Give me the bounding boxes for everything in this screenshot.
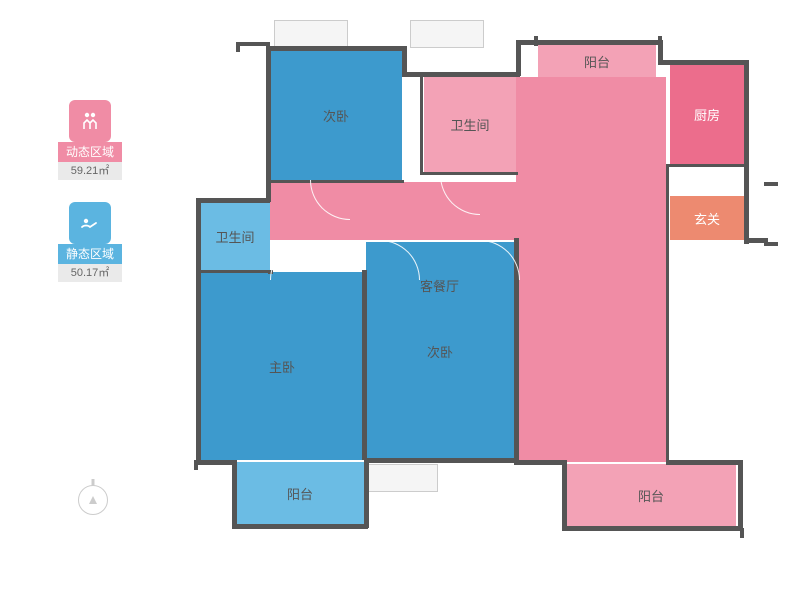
window-frame (410, 20, 484, 48)
legend-dynamic-label: 动态区域 (58, 142, 122, 162)
room-label: 主卧 (269, 357, 295, 376)
window-frame (364, 464, 438, 492)
room-r-ciwo1: 次卧 (270, 50, 402, 180)
legend-dynamic-value: 59.21㎡ (58, 162, 122, 180)
wall (266, 46, 406, 51)
wall (738, 460, 743, 530)
room-r-pink-corr (270, 182, 530, 240)
door-arc (270, 240, 310, 280)
room-label: 客餐厅 (420, 276, 459, 295)
wall-tick (240, 42, 270, 46)
room-r-weishengjian2: 卫生间 (200, 202, 270, 270)
room-r-yangtai-bl: 阳台 (236, 462, 364, 524)
wall (266, 46, 271, 202)
wall-tick (764, 182, 778, 186)
wall (232, 460, 237, 528)
room-r-yangtai-top: 阳台 (538, 45, 656, 77)
wall-tick (740, 528, 744, 538)
wall (362, 270, 367, 460)
wall (562, 526, 742, 531)
room-label: 阳台 (638, 486, 664, 505)
wall (744, 60, 749, 242)
wall (196, 270, 272, 273)
room-label: 阳台 (287, 484, 313, 503)
legend-static-label: 静态区域 (58, 244, 122, 264)
wall (420, 76, 423, 174)
room-r-yangtai-br: 阳台 (566, 464, 736, 526)
wall-tick (764, 242, 778, 246)
people-icon (69, 100, 111, 142)
wall-tick (658, 36, 662, 46)
wall (196, 198, 270, 203)
room-label: 次卧 (427, 342, 453, 361)
room-label: 卫生间 (450, 115, 489, 134)
room-r-weishengjian1: 卫生间 (424, 76, 516, 172)
wall (744, 238, 749, 244)
room-r-zhuwo: 主卧 (200, 272, 364, 460)
wall (562, 460, 567, 530)
wall-tick (534, 36, 538, 46)
wall-tick (194, 460, 198, 470)
compass-icon (78, 485, 108, 515)
legend: 动态区域 59.21㎡ 静态区域 50.17㎡ (58, 100, 122, 304)
wall (666, 164, 746, 167)
wall (658, 60, 748, 65)
window-frame (274, 20, 348, 48)
room-label: 卫生间 (215, 227, 254, 246)
room-label: 厨房 (694, 105, 720, 124)
room-label: 玄关 (694, 209, 720, 228)
room-r-chufang: 厨房 (670, 64, 744, 164)
sleep-icon (69, 202, 111, 244)
room-r-pink-mid (516, 77, 666, 462)
legend-static-value: 50.17㎡ (58, 264, 122, 282)
wall (666, 164, 669, 242)
wall (232, 524, 368, 529)
wall (196, 198, 201, 464)
wall (666, 240, 669, 464)
wall (364, 458, 518, 463)
wall (516, 40, 521, 76)
wall (364, 458, 369, 528)
wall (196, 460, 236, 465)
wall (514, 460, 566, 465)
room-label: 阳台 (584, 52, 610, 71)
legend-static: 静态区域 50.17㎡ (58, 202, 122, 282)
floor-plan: 阳台厨房卫生间次卧玄关卫生间主卧次卧阳台阳台客餐厅 (180, 20, 768, 580)
room-label: 次卧 (323, 106, 349, 125)
legend-dynamic: 动态区域 59.21㎡ (58, 100, 122, 180)
wall (666, 460, 742, 465)
room-r-xuanguan: 玄关 (670, 196, 744, 240)
